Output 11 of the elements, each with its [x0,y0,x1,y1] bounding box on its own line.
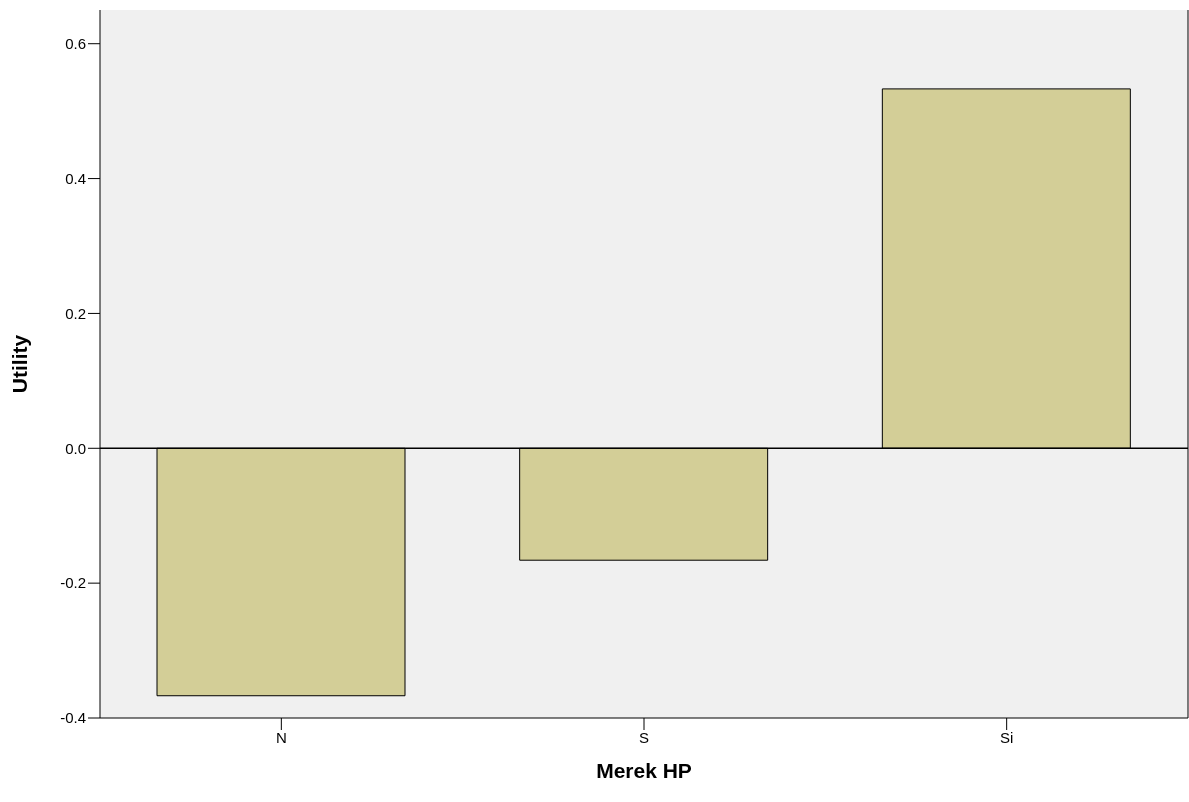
y-tick-label: -0.2 [60,574,86,592]
y-tick-label: 0.2 [65,304,86,322]
y-tick-label: 0.0 [65,439,86,457]
x-tick-label: N [275,728,287,746]
y-tick-label: 0.6 [65,35,86,53]
y-tick-label: 0.4 [65,169,86,187]
x-tick-label: Si [999,728,1014,746]
x-axis-title: Merek HP [596,759,692,782]
x-tick-label: S [638,728,650,746]
y-tick-label: -0.4 [60,709,86,727]
y-axis-title: Utility [8,334,32,394]
